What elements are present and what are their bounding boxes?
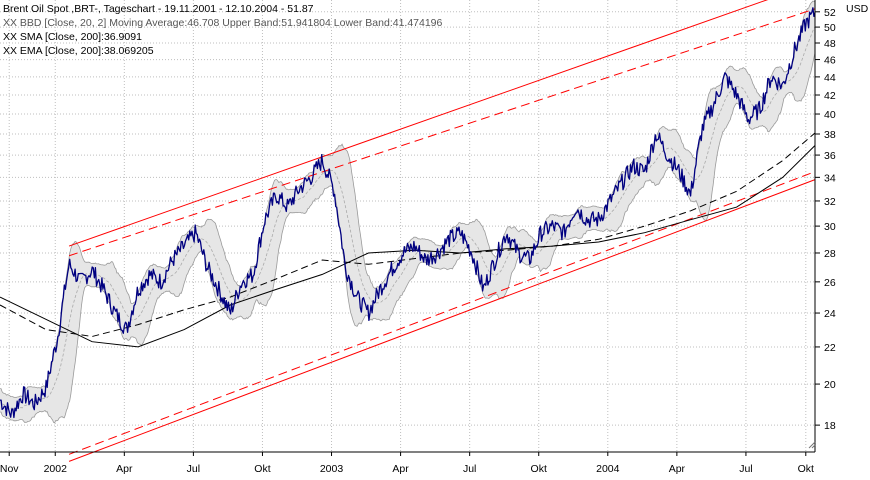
- y-tick-label-4: 26: [824, 277, 836, 289]
- x-tick-label-12: Okt: [798, 463, 814, 475]
- y-tick-label-0: 18: [824, 420, 836, 432]
- unit-label: USD: [846, 3, 869, 15]
- y-tick-label-14: 46: [824, 55, 836, 67]
- resize-grip-icon[interactable]: [808, 441, 816, 449]
- y-tick-label-2: 22: [824, 342, 836, 354]
- x-tick-label-4: Okt: [254, 463, 270, 475]
- x-tick-label-6: Apr: [392, 463, 409, 475]
- x-tick-label-5: 2003: [320, 463, 344, 475]
- y-tick-label-13: 44: [824, 72, 836, 84]
- x-tick-label-8: Okt: [531, 463, 547, 475]
- x-axis-ticks: Nov 2002 Apr Jul Okt 2003 Apr Jul Okt 2004 Apr Jul O…: [0, 452, 814, 475]
- x-tick-label-7: Jul: [463, 463, 476, 475]
- channel-lower-solid: [68, 179, 816, 462]
- y-tick-label-1: 20: [824, 379, 836, 391]
- bollinger-lower-line: [0, 52, 816, 424]
- bollinger-mid-line: [0, 26, 816, 410]
- y-tick-label-5: 28: [824, 248, 836, 260]
- y-tick-label-12: 42: [824, 90, 836, 102]
- legend-bollinger: XX BBD [Close, 20, 2] Moving Average:46.…: [3, 17, 443, 29]
- ema-200-line: [0, 132, 816, 338]
- legend: Brent Oil Spot ,BRT-, Tageschart - 19.11…: [3, 2, 442, 58]
- legend-sma: XX SMA [Close, 200]:36.9091: [3, 31, 142, 43]
- chart-title: Brent Oil Spot ,BRT-, Tageschart - 19.11…: [3, 3, 314, 15]
- gridlines: [0, 0, 815, 452]
- y-axis-ticks: 18 20 22 24 26 28 30 32 34 36 38 40 42 44 46 48 50 52: [815, 7, 836, 432]
- y-tick-label-8: 34: [824, 172, 836, 184]
- y-tick-label-9: 36: [824, 150, 836, 162]
- x-tick-label-9: 2004: [596, 463, 620, 475]
- y-tick-label-10: 38: [824, 129, 836, 141]
- legend-ema: XX EMA [Close, 200]:38.069205: [3, 45, 154, 57]
- price-series: [0, 7, 816, 419]
- x-tick-label-3: Jul: [187, 463, 200, 475]
- y-tick-label-17: 52: [824, 7, 836, 19]
- y-tick-label-15: 48: [824, 38, 836, 50]
- x-tick-label-2: Apr: [116, 463, 133, 475]
- y-tick-label-11: 40: [824, 109, 836, 121]
- y-tick-label-6: 30: [824, 221, 836, 233]
- y-tick-label-16: 50: [824, 22, 836, 34]
- y-tick-label-7: 32: [824, 196, 836, 208]
- x-tick-label-0: Nov: [0, 463, 19, 475]
- trend-channel: [68, 0, 816, 462]
- x-tick-label-1: 2002: [44, 463, 68, 475]
- channel-lower-dashed: [68, 171, 816, 455]
- x-tick-label-10: Apr: [669, 463, 686, 475]
- x-tick-label-11: Jul: [739, 463, 752, 475]
- y-tick-label-3: 24: [824, 308, 836, 320]
- channel-upper-dashed: [68, 8, 816, 257]
- channel-upper-solid: [68, 0, 769, 247]
- price-line: [0, 7, 816, 419]
